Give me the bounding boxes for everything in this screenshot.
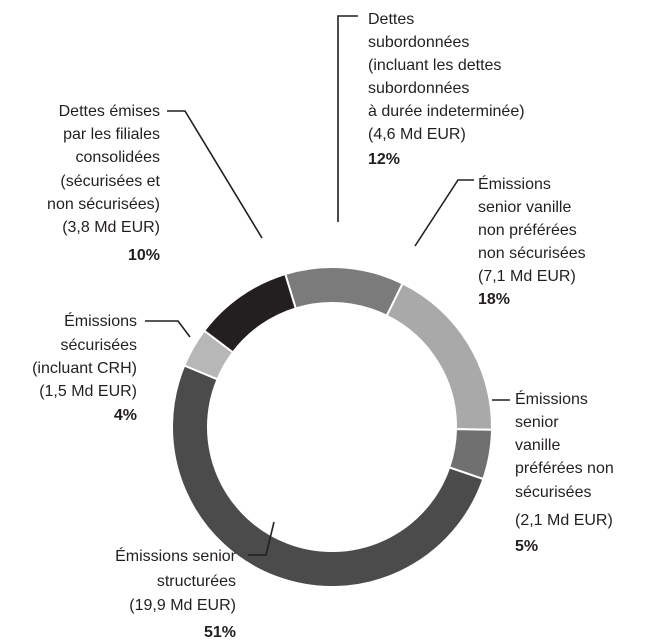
segment-label: non sécurisées) bbox=[47, 196, 160, 213]
segment-label: (2,1 Md EUR) bbox=[515, 512, 613, 529]
leader-line bbox=[248, 521, 275, 556]
percent-label: 10% bbox=[128, 247, 160, 264]
segment-label: sécurisées bbox=[515, 484, 591, 501]
segment-label: (19,9 Md EUR) bbox=[129, 597, 236, 614]
segment-label: (sécurisées et bbox=[60, 173, 160, 190]
percent-label: 18% bbox=[478, 291, 510, 308]
segment-label: Émissions bbox=[515, 389, 588, 408]
percent-label: 4% bbox=[114, 407, 137, 424]
segment-label: subordonnées bbox=[368, 80, 469, 97]
leader-line bbox=[145, 320, 191, 338]
segment-label: par les filiales bbox=[63, 126, 160, 143]
donut-segment bbox=[283, 266, 404, 318]
segment-label: Dettes bbox=[368, 11, 414, 28]
segment-label: vanille bbox=[515, 437, 560, 454]
segment-label: Émissions bbox=[478, 174, 551, 193]
segment-label: Dettes émises bbox=[59, 103, 160, 120]
segment-label: structurées bbox=[157, 573, 236, 590]
segment-label: non préférées bbox=[478, 222, 577, 239]
segment-label: préférées non bbox=[515, 460, 614, 477]
segment-label: (incluant CRH) bbox=[32, 360, 137, 377]
segment-label: (7,1 Md EUR) bbox=[478, 268, 576, 285]
segment-label: (incluant les dettes bbox=[368, 57, 501, 74]
segment-label: (1,5 Md EUR) bbox=[39, 383, 137, 400]
segment-label: non sécurisées bbox=[478, 245, 586, 262]
donut-segment bbox=[202, 272, 297, 354]
leader-line bbox=[167, 110, 263, 239]
percent-label: 12% bbox=[368, 151, 400, 168]
segment-label: sécurisées bbox=[61, 337, 137, 354]
segment-label: Émissions bbox=[64, 311, 137, 330]
segment-label: senior vanille bbox=[478, 199, 571, 216]
leader-line bbox=[337, 15, 358, 222]
donut-segment bbox=[385, 282, 493, 431]
leader-line bbox=[414, 179, 474, 247]
segment-label: subordonnées bbox=[368, 34, 469, 51]
segment-label: à durée indeterminée) bbox=[368, 103, 525, 120]
segment-label: (4,6 Md EUR) bbox=[368, 126, 466, 143]
segment-label: (3,8 Md EUR) bbox=[62, 219, 160, 236]
segment-label: senior bbox=[515, 414, 559, 431]
donut-segment bbox=[171, 364, 485, 588]
segment-label: consolidées bbox=[76, 149, 161, 166]
segment-label: Émissions senior bbox=[115, 546, 237, 565]
percent-label: 5% bbox=[515, 538, 538, 555]
percent-label: 51% bbox=[204, 624, 236, 641]
